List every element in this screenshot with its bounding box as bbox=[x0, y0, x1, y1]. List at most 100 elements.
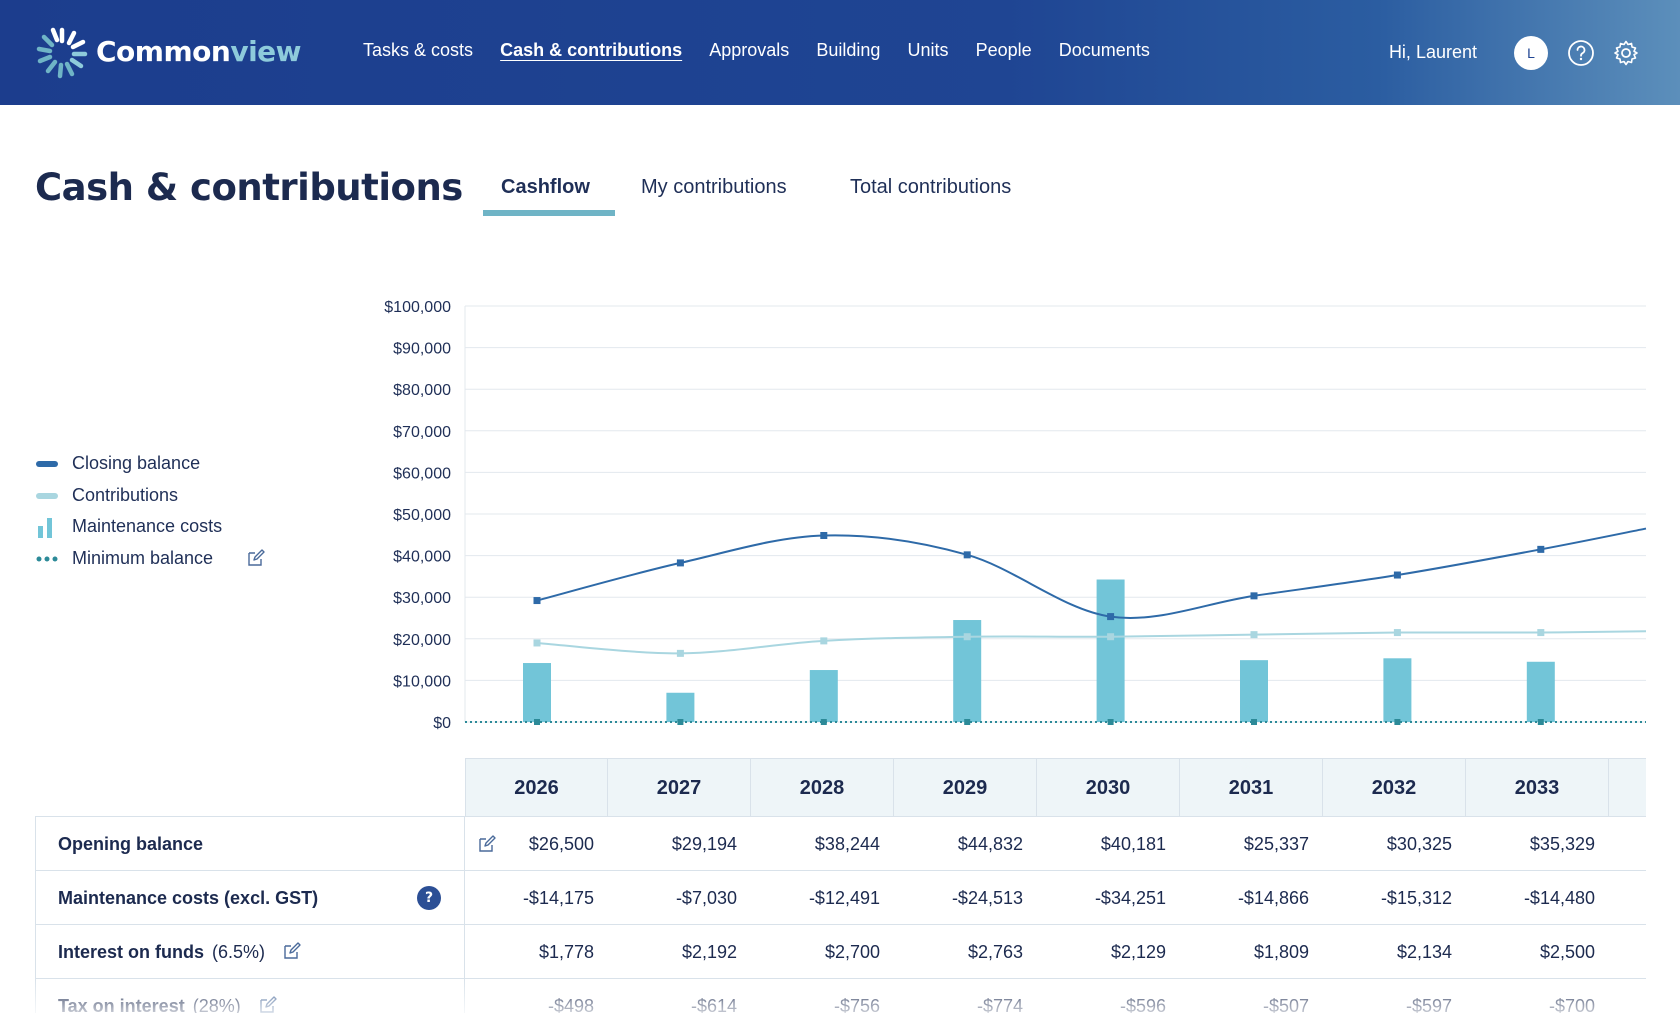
light-line-swatch-icon bbox=[36, 493, 58, 499]
closing-balance-point bbox=[963, 551, 971, 559]
logo-burst-icon bbox=[36, 27, 88, 79]
contributions-line bbox=[536, 630, 1647, 655]
legend-label: Contributions bbox=[72, 485, 179, 505]
nav-cash-contributions[interactable]: Cash & contributions bbox=[500, 40, 683, 60]
tab-total-contributions[interactable]: Total contributions bbox=[850, 176, 1012, 198]
row-label-cell: Opening balance bbox=[35, 817, 465, 871]
table-cell: -$14,175 bbox=[522, 888, 594, 908]
minimum-balance-point bbox=[1537, 719, 1544, 725]
minimum-balance-point bbox=[1394, 719, 1401, 725]
table-cell: -$14,866 bbox=[1237, 888, 1309, 908]
column-header: 2031 bbox=[1180, 759, 1323, 817]
contributions-point bbox=[820, 637, 828, 645]
info-question-icon[interactable]: ? bbox=[417, 886, 441, 910]
tax-rate: (28%) bbox=[192, 996, 241, 1013]
minimum-balance-point bbox=[534, 719, 540, 725]
column-header: 2033 bbox=[1466, 759, 1609, 817]
y-tick-label: $70,000 bbox=[393, 424, 451, 441]
edit-pencil-icon[interactable] bbox=[258, 995, 278, 1013]
closing-balance-point bbox=[1537, 545, 1545, 553]
nav-people[interactable]: People bbox=[975, 40, 1032, 60]
nav-units[interactable]: Units bbox=[907, 40, 949, 60]
column-header: 2028 bbox=[751, 759, 894, 817]
cashflow-table: 2026 2027 2028 2029 2030 2031 2032 2033 … bbox=[35, 758, 1646, 1013]
table-cell: $25,337 bbox=[1243, 834, 1309, 854]
y-tick-label: $60,000 bbox=[393, 465, 451, 482]
commonview-logo[interactable]: Commonview bbox=[34, 24, 302, 80]
maintenance-bar bbox=[666, 692, 695, 722]
minimum-balance-point bbox=[1251, 719, 1257, 725]
table-cell: -$614 bbox=[690, 996, 737, 1013]
nav-approvals[interactable]: Approvals bbox=[709, 40, 790, 60]
table-row-tax-on-interest: Tax on interest (28%) -$498 -$614 -$756 -… bbox=[35, 978, 1646, 1013]
contributions-point bbox=[963, 633, 971, 641]
user-area: Hi, Laurent L bbox=[1330, 36, 1650, 70]
edit-pencil-icon[interactable] bbox=[246, 548, 266, 568]
row-label-cell: Maintenance costs (excl. GST) bbox=[35, 871, 465, 925]
maintenance-bar bbox=[1096, 579, 1125, 722]
legend-label: Closing balance bbox=[72, 453, 201, 473]
closing-balance-point bbox=[1250, 592, 1258, 600]
table-cell: $2,134 bbox=[1396, 942, 1452, 962]
minimum-balance-point bbox=[964, 719, 971, 725]
maintenance-bar bbox=[809, 670, 838, 722]
edit-pencil-icon[interactable] bbox=[282, 941, 302, 961]
user-avatar[interactable]: L bbox=[1514, 36, 1548, 70]
y-tick-label: $100,000 bbox=[384, 299, 451, 316]
y-tick-label: $90,000 bbox=[393, 341, 451, 358]
logo-wordmark: Commonview bbox=[96, 35, 302, 68]
help-circle-icon[interactable] bbox=[1567, 39, 1595, 67]
nav-tasks-costs[interactable]: Tasks & costs bbox=[363, 40, 474, 60]
table-cell: $1,809 bbox=[1253, 942, 1309, 962]
column-header: 2030 bbox=[1037, 759, 1180, 817]
closing-balance-point bbox=[676, 559, 684, 567]
table-cell: $30,325 bbox=[1386, 834, 1452, 854]
maintenance-bar bbox=[1526, 661, 1555, 722]
contributions-point bbox=[1537, 629, 1545, 637]
y-tick-label: $80,000 bbox=[393, 382, 451, 399]
column-header: 2027 bbox=[608, 759, 751, 817]
closing-balance-point bbox=[820, 531, 828, 539]
table-cell: $29,194 bbox=[671, 834, 737, 854]
maintenance-bar bbox=[523, 663, 551, 722]
active-tab-indicator bbox=[483, 210, 615, 216]
minimum-balance-point bbox=[1107, 719, 1114, 725]
y-tick-label: $50,000 bbox=[393, 507, 451, 524]
table-cell: $2,192 bbox=[681, 942, 737, 962]
legend-label: Minimum balance bbox=[72, 548, 214, 568]
y-tick-label: $30,000 bbox=[393, 590, 451, 607]
table-cell: -$774 bbox=[976, 996, 1023, 1013]
user-greeting: Hi, Laurent bbox=[1388, 42, 1477, 62]
y-tick-label: $20,000 bbox=[393, 632, 451, 649]
y-tick-label: $40,000 bbox=[393, 549, 451, 566]
table-cell: -$15,312 bbox=[1380, 888, 1452, 908]
contributions-point bbox=[1393, 629, 1401, 637]
tab-my-contributions[interactable]: My contributions bbox=[641, 176, 787, 198]
contributions-point bbox=[676, 649, 684, 657]
table-cell: $26,500 bbox=[528, 834, 594, 854]
table-cell: $1,778 bbox=[538, 942, 594, 962]
contributions-point bbox=[533, 639, 541, 647]
interest-rate: (6.5%) bbox=[212, 942, 266, 962]
table-cell: -$14,480 bbox=[1523, 888, 1595, 908]
column-header: 2029 bbox=[894, 759, 1037, 817]
closing-balance-point bbox=[533, 597, 541, 605]
edit-pencil-icon[interactable] bbox=[477, 834, 497, 854]
nav-documents[interactable]: Documents bbox=[1058, 40, 1150, 60]
table-cell: $40,181 bbox=[1100, 834, 1166, 854]
page-title: Cash & contributions bbox=[35, 166, 463, 209]
row-label: Interest on funds bbox=[58, 942, 205, 962]
row-label-cell: Interest on funds (6.5%) bbox=[35, 925, 465, 979]
tab-cashflow[interactable]: Cashflow bbox=[501, 176, 590, 198]
row-label: Opening balance bbox=[58, 834, 204, 854]
y-tick-label: $10,000 bbox=[393, 673, 451, 690]
top-header: Commonview Tasks & costs Cash & contribu… bbox=[0, 0, 1680, 105]
gear-icon[interactable] bbox=[1612, 39, 1640, 67]
legend-label: Maintenance costs bbox=[72, 516, 223, 536]
table-cell: -$12,491 bbox=[808, 888, 880, 908]
nav-building[interactable]: Building bbox=[816, 40, 881, 60]
maintenance-bar bbox=[1240, 660, 1268, 722]
closing-balance-line bbox=[536, 527, 1647, 619]
row-label: Maintenance costs (excl. GST) bbox=[58, 888, 319, 908]
main-navigation: Tasks & costs Cash & contributions Appro… bbox=[363, 40, 1172, 66]
